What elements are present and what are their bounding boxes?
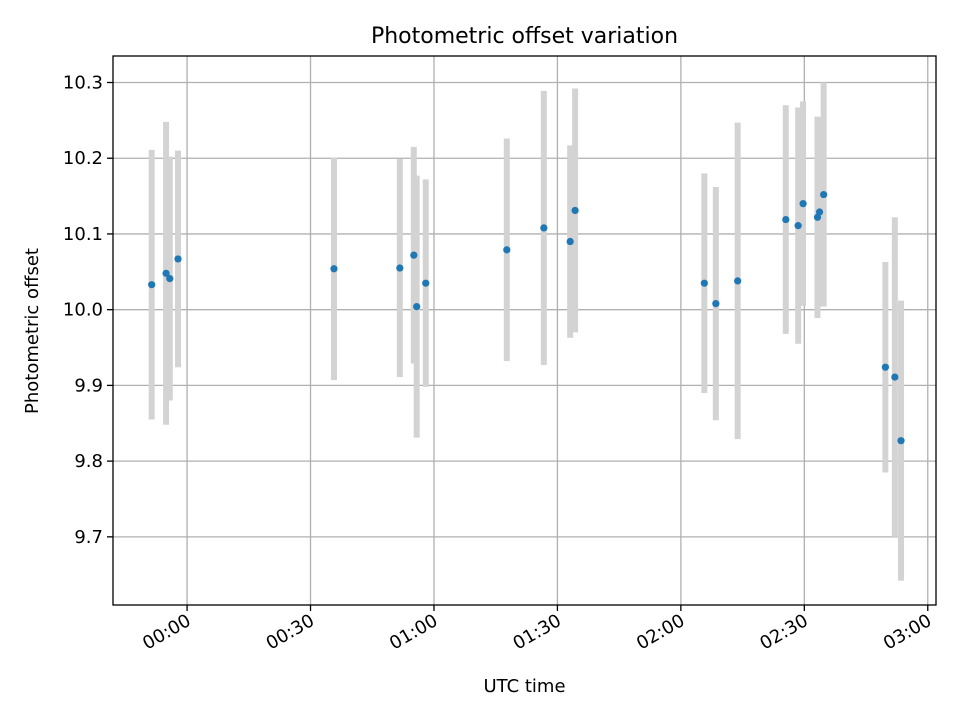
data-point xyxy=(566,237,574,246)
y-tick-label: 9.7 xyxy=(74,527,103,548)
data-point xyxy=(413,303,421,311)
y-tick-label: 10.3 xyxy=(63,73,103,94)
plot-frame xyxy=(112,55,937,606)
data-point xyxy=(540,224,548,232)
data-point xyxy=(148,281,156,289)
data-point xyxy=(891,373,899,381)
data-point xyxy=(815,208,824,216)
data-point xyxy=(794,222,802,230)
y-tick-label: 9.9 xyxy=(74,375,103,396)
data-point xyxy=(162,269,170,277)
data-point xyxy=(712,300,720,308)
data-point xyxy=(422,279,430,287)
data-point xyxy=(820,190,828,199)
data-point xyxy=(166,275,174,283)
data-point xyxy=(782,215,790,224)
y-tick-label: 10.0 xyxy=(63,300,103,321)
y-axis-label: Photometric offset xyxy=(22,248,43,414)
data-point xyxy=(881,363,889,371)
data-point xyxy=(174,255,182,263)
data-point xyxy=(503,246,511,254)
data-point xyxy=(330,265,338,273)
x-axis-label: UTC time xyxy=(483,676,565,697)
data-point xyxy=(734,277,742,285)
data-point xyxy=(571,206,579,215)
data-point xyxy=(700,279,708,287)
y-tick-label: 9.8 xyxy=(74,451,103,472)
data-point xyxy=(799,200,807,208)
y-tick-label: 10.2 xyxy=(63,148,103,169)
chart-title: Photometric offset variation xyxy=(371,24,678,49)
data-point xyxy=(396,264,404,272)
data-markers xyxy=(148,190,905,445)
data-point xyxy=(897,437,905,445)
y-tick-label: 10.1 xyxy=(63,224,103,245)
data-point xyxy=(410,251,418,259)
